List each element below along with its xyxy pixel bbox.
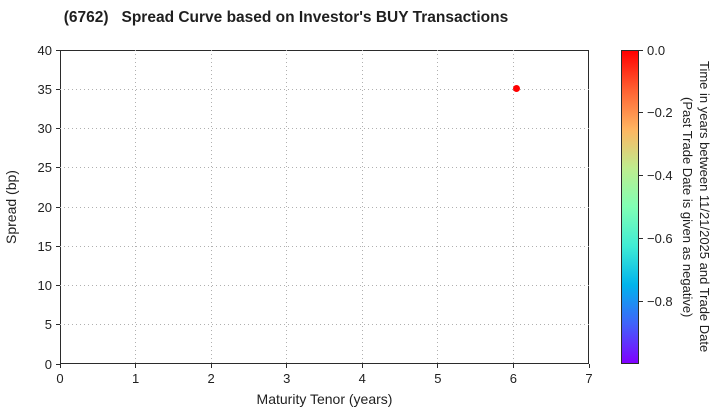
y-tick-label: 0 (44, 356, 52, 372)
y-tick (56, 245, 60, 247)
colorbar-tick-label: −0.6 (647, 230, 673, 246)
y-grid-line (60, 206, 589, 208)
y-tick-label: 5 (44, 317, 52, 333)
colorbar-tick (639, 49, 643, 51)
colorbar-gradient (621, 50, 639, 364)
x-tick (588, 364, 590, 368)
y-tick-label: 20 (37, 199, 52, 215)
colorbar-tick-label: −0.8 (647, 293, 673, 309)
y-tick-label: 30 (37, 121, 52, 136)
x-tick-label: 4 (358, 371, 366, 386)
colorbar-tick (639, 112, 643, 114)
chart-title: (6762) Spread Curve based on Investor's … (63, 9, 509, 26)
x-tick-label: 3 (283, 371, 291, 386)
y-tick-label: 25 (37, 160, 52, 176)
x-tick (437, 364, 439, 368)
y-grid-line (60, 245, 589, 247)
x-tick-label: 6 (509, 371, 518, 386)
y-tick (56, 128, 60, 129)
colorbar-tick (639, 175, 643, 177)
x-tick-label: 1 (131, 371, 140, 386)
y-tick (56, 49, 60, 51)
data-point (512, 84, 520, 92)
y-grid-line (60, 88, 589, 90)
colorbar-tick (639, 300, 643, 302)
x-tick (361, 364, 363, 368)
y-tick (56, 88, 60, 90)
colorbar-tick (639, 237, 643, 239)
x-tick (135, 364, 137, 368)
y-tick-label: 40 (37, 42, 52, 58)
colorbar-tick-label: −0.4 (647, 168, 673, 184)
x-tick-label: 5 (434, 371, 442, 386)
y-tick (56, 324, 60, 326)
y-tick (56, 285, 60, 286)
x-tick-label: 7 (585, 371, 593, 386)
x-tick (286, 364, 288, 368)
x-tick (59, 364, 61, 368)
colorbar-tick-label: 0.0 (647, 42, 666, 58)
colorbar-label: Time in years between 11/21/2025 and Tra… (679, 50, 713, 364)
colorbar-tick-label: −0.2 (647, 105, 673, 121)
y-grid-line (60, 324, 589, 326)
x-tick-label: 2 (207, 371, 215, 386)
y-grid-line (60, 285, 589, 286)
x-tick-label: 0 (56, 371, 64, 386)
y-tick-label: 15 (37, 238, 52, 254)
colorbar-label-line2: (Past Trade Date is given as negative) (680, 96, 695, 318)
x-tick (512, 364, 514, 368)
y-tick-label: 10 (37, 278, 52, 293)
y-grid-line (60, 167, 589, 169)
y-tick-label: 35 (37, 81, 52, 97)
y-grid-line (60, 128, 589, 129)
y-tick (56, 167, 60, 169)
x-axis-label: Maturity Tenor (years) (256, 391, 393, 407)
y-tick (56, 206, 60, 208)
x-tick (210, 364, 212, 368)
colorbar-label-line1: Time in years between 11/21/2025 and Tra… (697, 61, 712, 353)
y-tick (56, 363, 60, 365)
